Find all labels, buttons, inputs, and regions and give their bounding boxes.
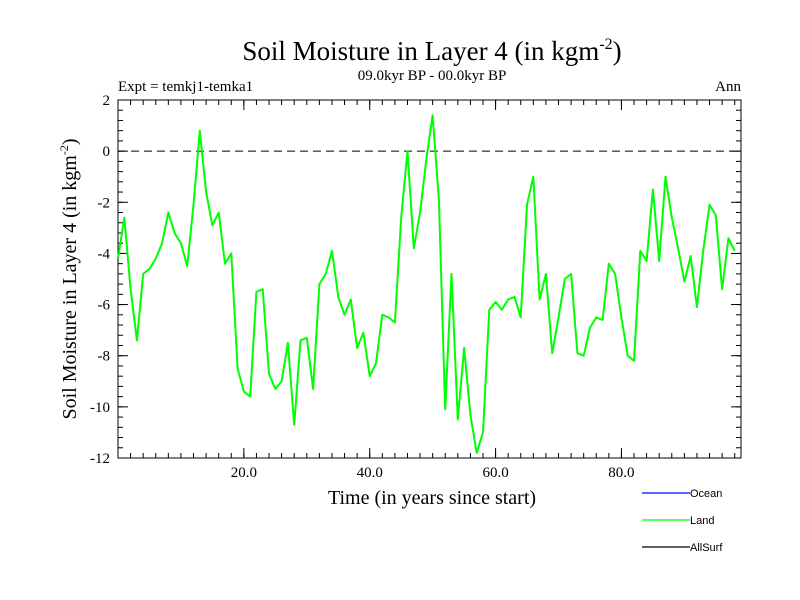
legend-label-land: Land [690, 515, 714, 527]
x-tick-label: 20.0 [231, 465, 257, 481]
y-tick-label: 2 [103, 93, 111, 109]
y-tick-label: -2 [98, 195, 111, 211]
y-tick-label: -10 [90, 400, 110, 416]
legend-item-ocean: Ocean [642, 488, 722, 500]
legend-label-ocean: Ocean [690, 488, 722, 500]
y-tick-label: -8 [98, 349, 111, 365]
y-tick-label: -6 [98, 298, 111, 314]
y-tick-label: -12 [90, 451, 110, 467]
legend-item-land: Land [642, 515, 714, 527]
x-tick-label: 40.0 [357, 465, 383, 481]
land-series-line [117, 114, 736, 454]
experiment-label: Expt = temkj1-temka1 [118, 79, 253, 95]
y-tick-label: -4 [98, 246, 111, 262]
legend: Ocean Land AllSurf [642, 488, 723, 554]
legend-label-allsurf: AllSurf [690, 542, 723, 554]
chart-subtitle: 09.0kyr BP - 00.0kyr BP [358, 68, 507, 84]
x-tick-label: 80.0 [608, 465, 634, 481]
x-tick-label: 60.0 [482, 465, 508, 481]
y-tick-label: 0 [103, 144, 111, 160]
y-axis-label: Soil Moisture in Layer 4 (in kgm-2) [57, 138, 81, 419]
season-label: Ann [715, 79, 741, 95]
plot-frame [117, 99, 742, 459]
x-axis-label: Time (in years since start) [328, 487, 536, 509]
legend-item-allsurf: AllSurf [642, 542, 723, 554]
axis-ticks: 20.0 40.0 60.0 80.0 2 0 -2 -4 -6 -8 -10 -12 [90, 93, 741, 481]
chart-title: Soil Moisture in Layer 4 (in kgm-2) [242, 36, 621, 66]
